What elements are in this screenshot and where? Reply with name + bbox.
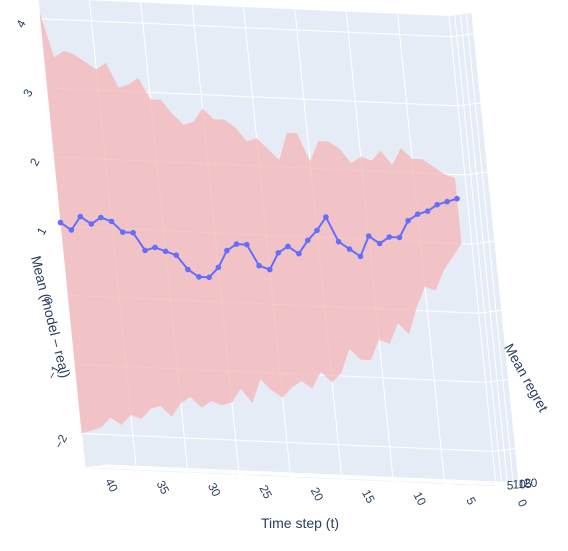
mean-marker (256, 262, 262, 269)
z-tick-label: 1 (34, 225, 50, 238)
x-axis-title: Time step (t) (261, 515, 339, 531)
mean-marker (386, 234, 393, 240)
gridline-z-side (478, 309, 502, 314)
x-tick-label: 5 (463, 495, 479, 508)
y-tick-label: 20 (524, 476, 538, 490)
mean-marker (414, 211, 421, 217)
mean-marker (224, 247, 230, 254)
mean-marker (296, 250, 302, 257)
mean-marker (185, 266, 191, 273)
mean-marker (233, 241, 240, 247)
gridline-z-side (485, 378, 509, 383)
x-tick-label: 10 (411, 489, 430, 508)
mean-marker (108, 218, 115, 225)
mean-marker (323, 214, 329, 220)
mean-marker (335, 238, 342, 245)
mean-marker (285, 243, 291, 250)
z-tick-label: 2 (27, 156, 43, 169)
x-tick-label: 35 (154, 478, 173, 497)
confidence-band-area (39, 11, 462, 434)
mean-marker (57, 219, 64, 226)
x-tick-label: 0 (515, 497, 531, 510)
gridline-t-wall (448, 15, 497, 487)
mean-marker (244, 241, 250, 248)
mean-marker (405, 217, 411, 224)
gridline-r-wall (471, 12, 520, 484)
z-tick-label: 4 (13, 17, 29, 30)
mean-marker (162, 248, 169, 255)
mean-marker (196, 274, 202, 280)
mean-marker (173, 252, 180, 258)
gridline-z-back (81, 432, 493, 452)
mean-marker (376, 240, 383, 247)
gridline-r-floor (90, 466, 502, 486)
x-tick-label: 25 (256, 483, 275, 502)
mean-marker (346, 246, 353, 252)
gridline-r-floor (96, 466, 508, 485)
z-tick-label: −1 (44, 363, 63, 382)
mean-marker (88, 221, 95, 227)
mean-marker (77, 213, 84, 220)
mean-marker (424, 208, 431, 214)
mean-marker (120, 229, 126, 235)
x-tick-label: 40 (102, 476, 121, 495)
gridline-r-wall (454, 15, 503, 486)
mean-marker (434, 201, 441, 208)
mean-marker (275, 250, 282, 256)
x-tick-label: 15 (359, 487, 378, 506)
confidence-band (39, 11, 462, 434)
mean-series (57, 195, 460, 281)
mean-marker (130, 229, 136, 236)
gridline-z-side (464, 171, 488, 176)
mean-line (59, 197, 458, 279)
mean-marker (68, 227, 75, 233)
mean-marker (357, 253, 364, 260)
mean-marker (365, 233, 372, 239)
mean-marker (215, 264, 222, 271)
gridline-z-side (492, 447, 516, 452)
mean-marker (314, 227, 320, 234)
mean-marker (305, 237, 311, 244)
gridline-r-floor (102, 465, 514, 485)
mean-marker (454, 195, 460, 202)
gridline-z-side (451, 33, 475, 38)
x-tick-label: 30 (205, 480, 224, 499)
gridline-r-wall (460, 14, 508, 485)
mean-marker (142, 247, 148, 254)
y-tick-label: 5 (507, 478, 514, 492)
mean-marker (206, 274, 212, 281)
x-tick-label: 20 (308, 485, 327, 504)
z-tick-label: 3 (20, 86, 36, 99)
z-tick-label: −2 (51, 432, 70, 451)
gridline-z-back (40, 18, 452, 38)
gridline-r-wall (465, 13, 514, 484)
gridline-z-side (457, 102, 482, 107)
mean-marker (98, 214, 104, 221)
mean-marker (396, 234, 403, 241)
gridline-z-side (471, 240, 495, 245)
mean-marker (152, 244, 158, 251)
mean-marker (444, 198, 450, 205)
mean-marker (267, 266, 273, 273)
gridline-r-floor (107, 464, 520, 484)
y-tick-label: 15 (518, 477, 532, 491)
y-tick-label: 10 (513, 478, 527, 492)
